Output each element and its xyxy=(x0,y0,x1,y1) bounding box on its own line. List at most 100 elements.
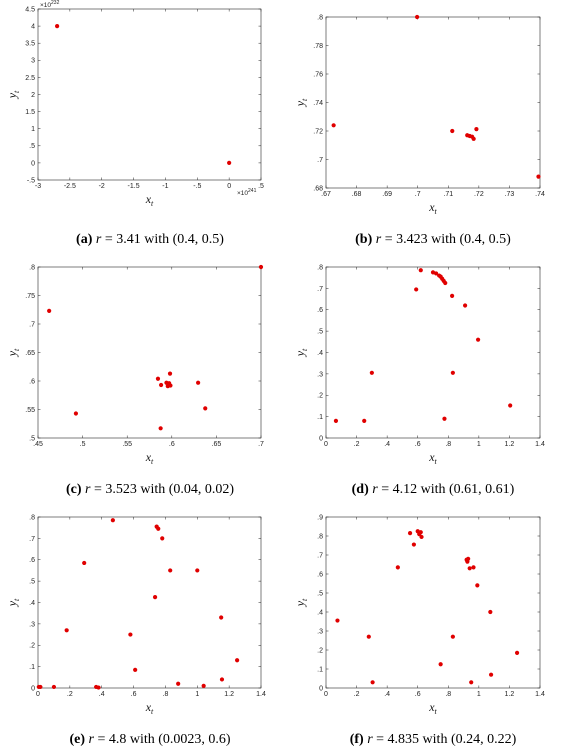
x-axis-exponent: 241 xyxy=(248,188,257,194)
x-tick-label: .67 xyxy=(321,191,331,198)
data-point xyxy=(128,632,133,637)
y-tick-label: .8 xyxy=(317,264,323,271)
plot-frame xyxy=(325,16,541,189)
panel-caption: (a) r = 3.41 with (0.4, 0.5) xyxy=(76,232,224,247)
x-tick-label: .8 xyxy=(445,441,451,448)
y-tick-label: .4 xyxy=(29,600,35,607)
x-tick-label: 1.2 xyxy=(505,441,515,448)
x-tick-label: .6 xyxy=(415,691,421,698)
data-point xyxy=(51,684,57,690)
y-tick-label: .5 xyxy=(29,579,35,586)
caption-r: r xyxy=(85,482,91,497)
data-point xyxy=(235,658,240,663)
data-point xyxy=(333,418,339,423)
data-point xyxy=(418,268,423,273)
data-point xyxy=(508,403,513,408)
caption-r: r xyxy=(367,732,373,747)
data-point xyxy=(110,518,115,523)
data-point xyxy=(466,556,471,561)
data-point xyxy=(475,337,481,342)
y-tick-label: 0 xyxy=(319,435,323,442)
y-tick-label: .5 xyxy=(317,590,323,597)
y-tick-label: .7 xyxy=(317,552,323,559)
data-point xyxy=(203,406,208,411)
data-point xyxy=(335,618,340,623)
data-point xyxy=(475,583,480,588)
y-axis-label-subscript: t xyxy=(300,348,309,351)
y-axis-label: yt xyxy=(293,98,309,107)
data-point xyxy=(450,128,455,134)
data-point xyxy=(471,565,476,570)
y-tick-label: .2 xyxy=(317,393,323,400)
x-tick-label: .68 xyxy=(352,191,362,198)
caption-label: (b) xyxy=(355,232,376,247)
x-tick-label: 0 xyxy=(227,183,231,190)
plot-frame xyxy=(37,266,262,439)
y-tick-label: .7 xyxy=(317,286,323,293)
data-point xyxy=(370,680,375,685)
x-axis-label: xt xyxy=(428,450,437,466)
data-point xyxy=(152,595,158,600)
data-point xyxy=(415,14,420,20)
y-tick-label: .6 xyxy=(317,307,323,314)
data-point xyxy=(82,560,87,566)
plot-frame xyxy=(325,266,541,439)
y-axis-label-subscript: t xyxy=(300,98,309,101)
y-tick-label: 0 xyxy=(31,160,35,167)
y-tick-label: .2 xyxy=(317,647,323,654)
x-tick-label: .65 xyxy=(212,441,222,448)
data-point xyxy=(219,615,224,620)
x-tick-label: .73 xyxy=(505,191,515,198)
x-tick-label: .7 xyxy=(258,441,264,448)
data-point xyxy=(155,376,161,381)
y-tick-label: .7 xyxy=(29,321,35,328)
x-axis-label: xt xyxy=(145,192,154,208)
panel-caption: (c) r = 3.523 with (0.04, 0.02) xyxy=(66,482,234,497)
x-tick-label: .8 xyxy=(163,691,169,698)
caption-label: (e) xyxy=(69,732,88,747)
y-tick-label: .8 xyxy=(29,514,35,521)
panel-a: -3 -2.5 -2 -1.5 -1 -.5 0 .5 -.5 0 .5 1 1.5 2 2.5 3 3.5 4 4… xyxy=(5,0,264,247)
x-tick-label: 1 xyxy=(195,691,199,698)
x-tick-label: .6 xyxy=(131,691,137,698)
y-tick-label: .9 xyxy=(317,514,323,521)
data-point xyxy=(258,264,264,270)
x-tick-label: .2 xyxy=(67,691,73,698)
y-tick-label: 0 xyxy=(319,685,323,692)
y-tick-label: .5 xyxy=(29,143,35,150)
data-point xyxy=(158,426,163,431)
x-tick-label: 0 xyxy=(324,691,328,698)
caption-initial-condition: (0.0023, 0.6) xyxy=(158,732,231,747)
y-tick-label: -.5 xyxy=(27,177,35,184)
y-tick-label: .7 xyxy=(317,157,323,164)
x-tick-label: .69 xyxy=(382,191,392,198)
caption-r: r xyxy=(376,232,382,247)
caption-r-value: = 3.423 with xyxy=(381,232,459,247)
y-tick-label: .8 xyxy=(29,264,35,271)
data-point xyxy=(167,371,173,376)
x-tick-label: -1 xyxy=(162,183,168,190)
x-tick-label: 1.4 xyxy=(256,691,266,698)
x-tick-label: .7 xyxy=(415,191,421,198)
data-point xyxy=(64,628,69,633)
panel-caption: (f) r = 4.835 with (0.24, 0.22) xyxy=(350,732,517,747)
x-tick-label: 1 xyxy=(477,441,481,448)
x-tick-label: .2 xyxy=(354,441,360,448)
y-axis-label-subscript: t xyxy=(12,348,21,351)
y-tick-label: .72 xyxy=(313,128,323,135)
data-point xyxy=(443,280,448,286)
caption-initial-condition: (0.61, 0.61) xyxy=(449,482,515,497)
plot-frame xyxy=(37,516,262,689)
x-tick-label: .45 xyxy=(33,441,43,448)
data-point xyxy=(331,123,336,128)
data-point xyxy=(414,287,419,292)
y-tick-label: 1.5 xyxy=(25,109,35,116)
y-tick-label: .6 xyxy=(29,378,35,385)
x-axis-label-subscript: t xyxy=(151,707,154,716)
data-point xyxy=(474,127,479,132)
y-tick-label: 0 xyxy=(31,685,35,692)
caption-label: (f) xyxy=(350,732,368,747)
data-point xyxy=(196,380,201,385)
y-axis-label-subscript: t xyxy=(12,90,21,93)
